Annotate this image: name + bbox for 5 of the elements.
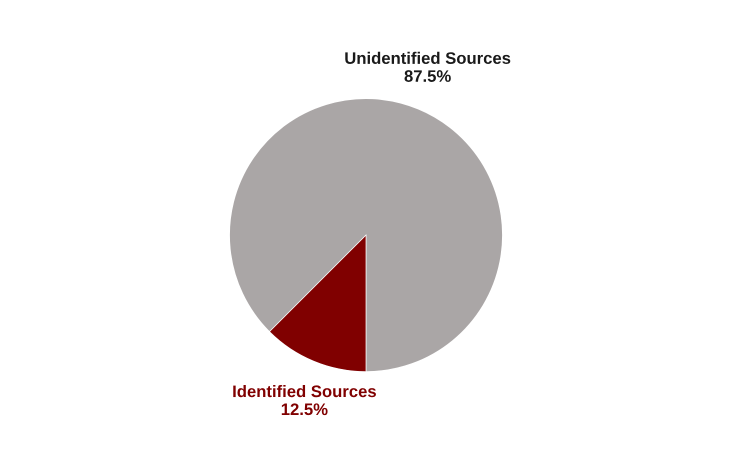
slice-label: Unidentified Sources	[345, 52, 510, 64]
slice-label: Identified Sources	[233, 384, 376, 398]
data-label: 87.5%	[404, 70, 451, 82]
pie-slice	[229, 98, 503, 372]
data-label: 12.5%	[282, 403, 328, 416]
